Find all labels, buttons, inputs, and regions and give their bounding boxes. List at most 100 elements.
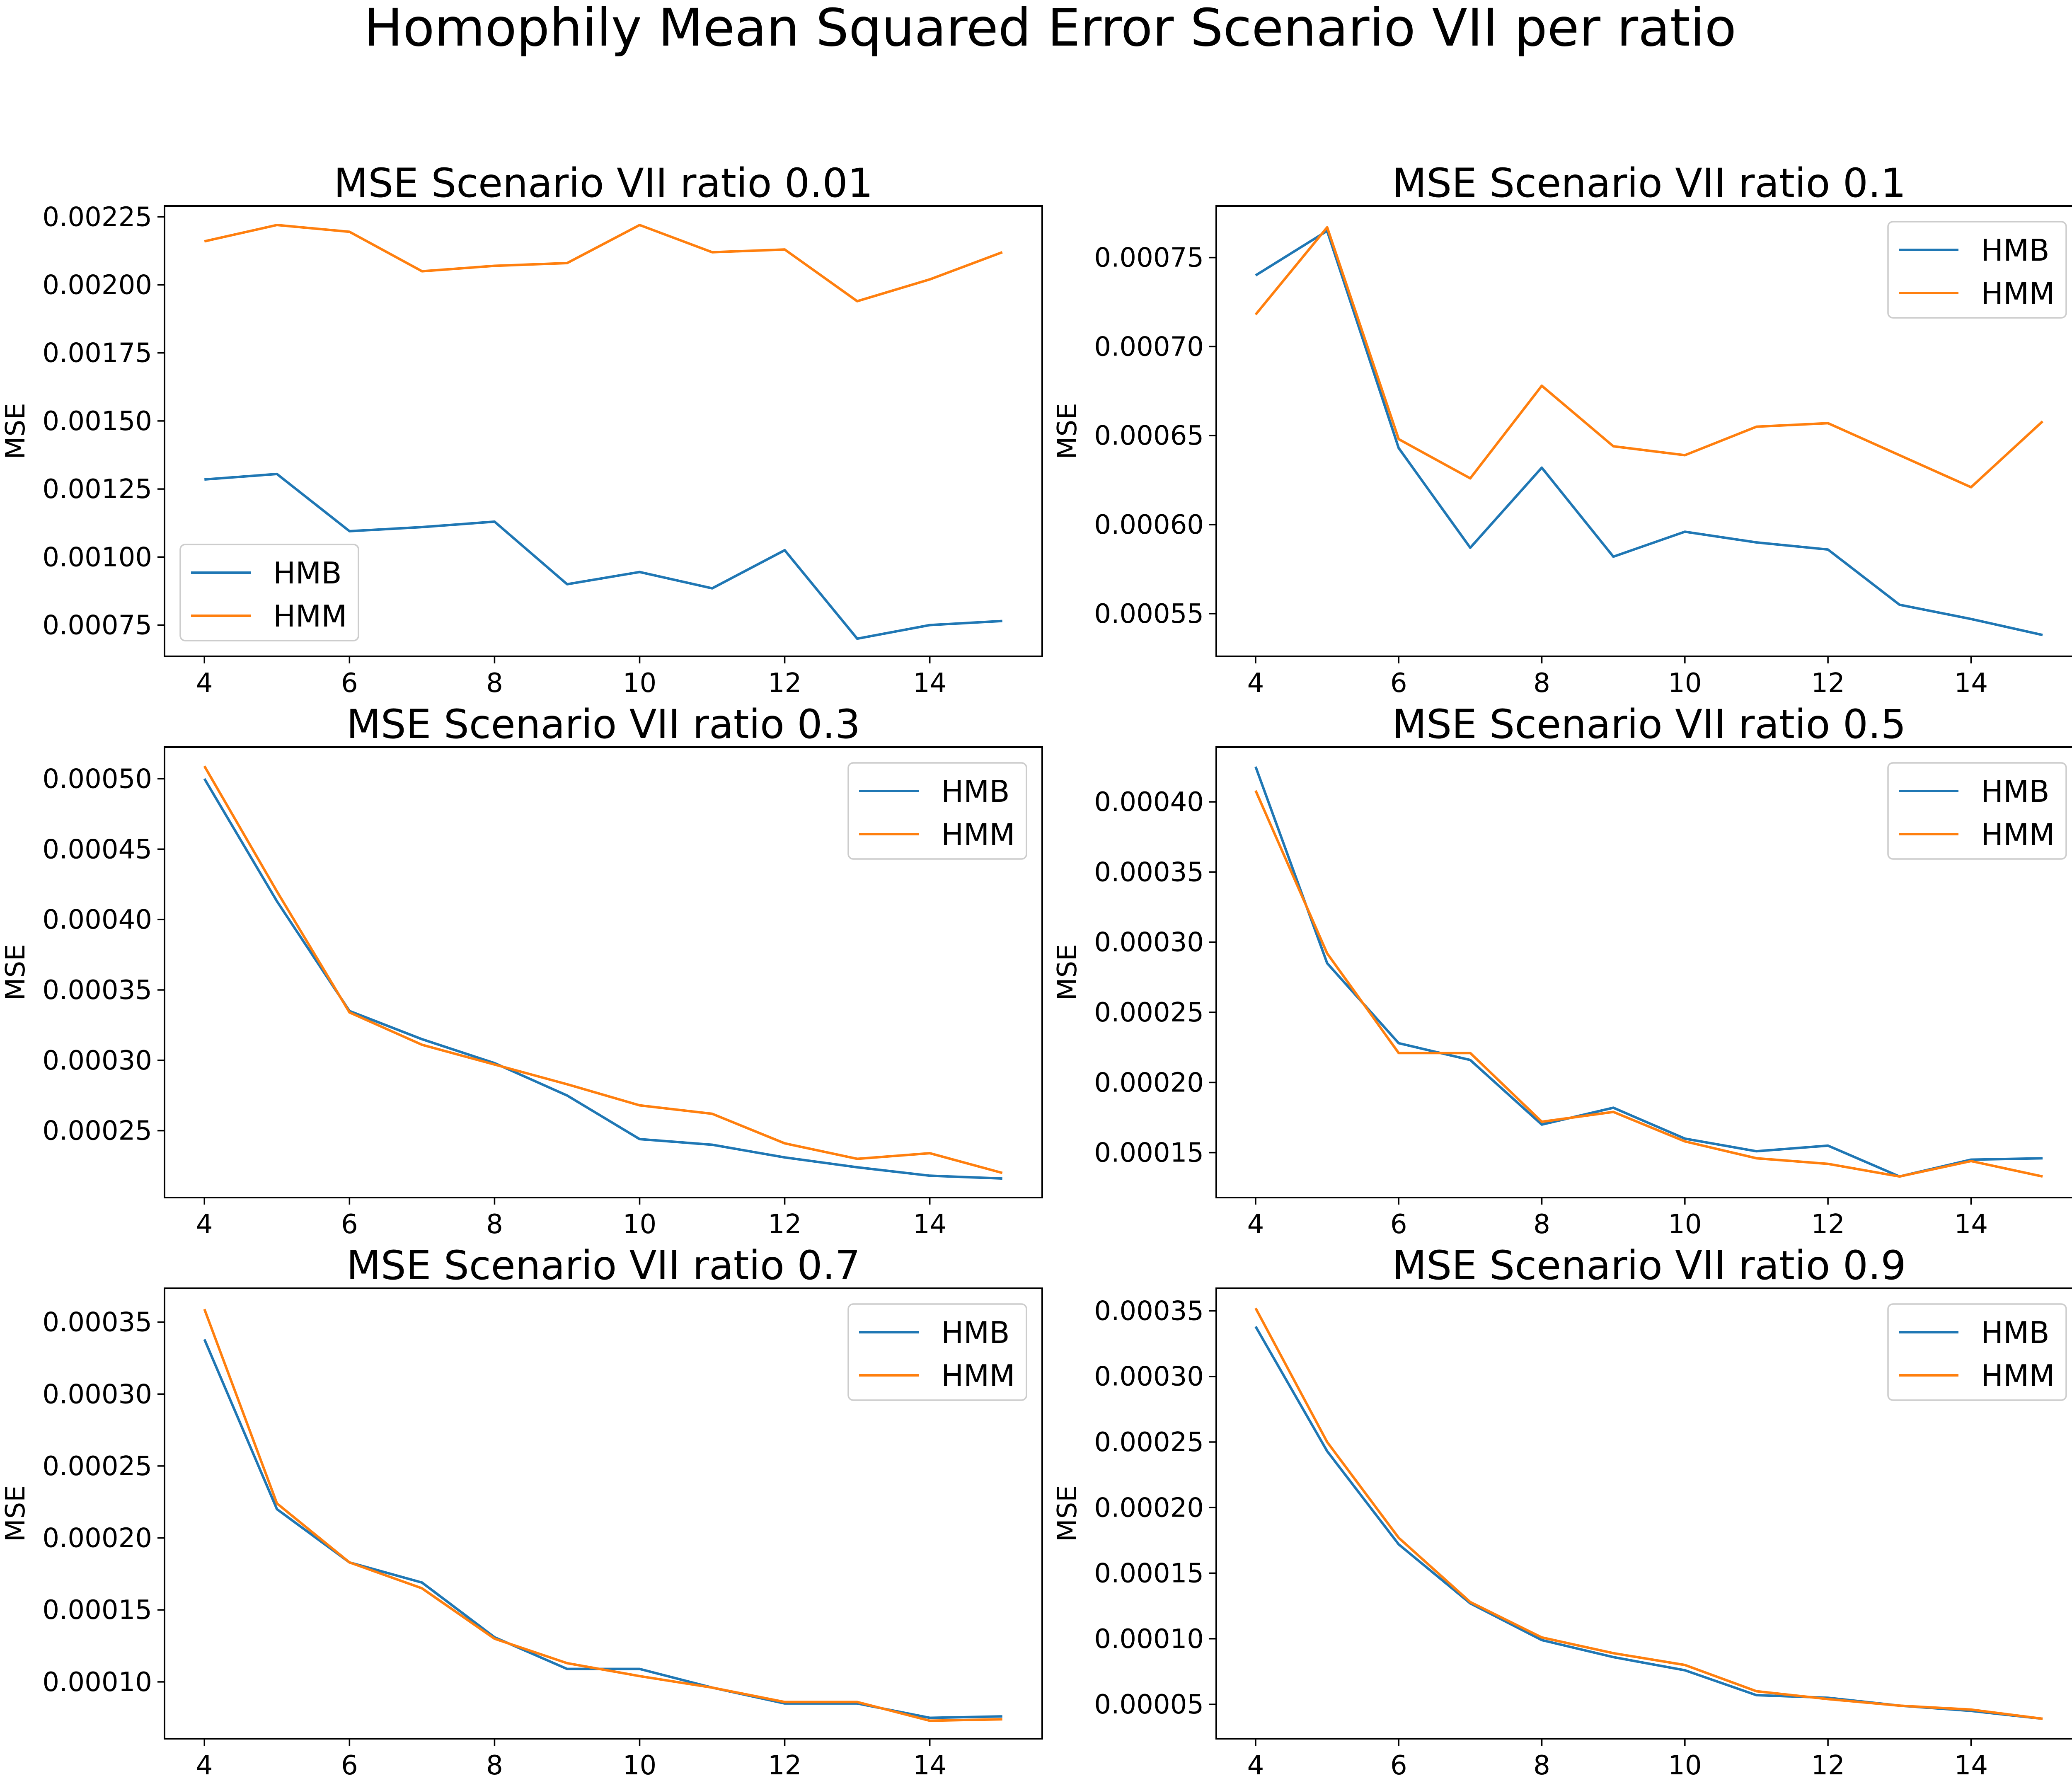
x-tick-label: 4: [1247, 1209, 1264, 1240]
x-tick-label: 4: [1247, 1750, 1264, 1776]
x-tick-label: 6: [341, 1209, 358, 1240]
y-tick-label: 0.00020: [1094, 1493, 1204, 1523]
plot-frame: [1215, 205, 2072, 657]
y-tick-label: 0.00030: [1094, 1362, 1204, 1392]
y-tick-label: 0.00025: [1094, 997, 1204, 1028]
y-tick-label: 0.00040: [42, 905, 152, 935]
subplot-5: MSE Scenario VII ratio 0.7 MSE 4 6 8 10 12 14 0.…: [0, 1242, 1043, 1776]
subplot-3: MSE Scenario VII ratio 0.3 MSE 4 6 8 10 12 14 0.…: [0, 701, 1043, 1240]
legend-label-hmm: HMM: [273, 599, 347, 634]
legend-label-hmb: HMB: [273, 556, 342, 590]
y-axis-label: MSE: [0, 403, 31, 459]
subplot-6: MSE Scenario VII ratio 0.9 MSE 4 6 8 10 12 14 0.…: [1052, 1242, 2072, 1776]
y-axis-label: MSE: [1052, 403, 1083, 459]
y-axis-label: MSE: [1052, 1485, 1083, 1541]
y-tick-label: 0.00100: [42, 542, 152, 573]
x-tick-label: 12: [768, 668, 801, 699]
x-tick-label: 10: [623, 668, 656, 699]
subplot-title: MSE Scenario VII ratio 0.9: [1392, 1242, 1906, 1289]
y-tick-label: 0.00010: [42, 1667, 152, 1698]
x-tick-label: 12: [1811, 1209, 1844, 1240]
x-tick-label: 10: [623, 1209, 656, 1240]
legend-label-hmm: HMM: [1981, 817, 2055, 852]
x-tick-label: 4: [196, 668, 213, 699]
y-axis-label: MSE: [0, 944, 31, 1000]
plot-frame: [164, 205, 1043, 657]
legend: HMB HMM: [1887, 1303, 2067, 1401]
x-tick-label: 12: [1811, 1750, 1844, 1776]
x-tick-label: 8: [1533, 1209, 1550, 1240]
series-line-hmm: [1254, 1307, 2043, 1720]
y-axis-label: MSE: [0, 1485, 31, 1541]
y-tick-label: 0.00075: [42, 610, 152, 641]
x-tick-label: 14: [913, 1750, 946, 1776]
x-tick-label: 10: [1668, 668, 1702, 699]
subplot-4: MSE Scenario VII ratio 0.5 MSE 4 6 8 10 12 14 0.…: [1052, 701, 2072, 1240]
y-tick-label: 0.00025: [1094, 1427, 1204, 1458]
y-tick-label: 0.00025: [42, 1451, 152, 1482]
legend-label-hmm: HMM: [941, 1358, 1015, 1393]
y-tick-label: 0.00040: [1094, 787, 1204, 818]
subplot-2: MSE Scenario VII ratio 0.1 MSE 4 6 8 10 12 14 0.…: [1052, 160, 2072, 699]
y-tick-label: 0.00150: [42, 406, 152, 437]
legend: HMB HMM: [179, 544, 359, 641]
y-tick-label: 0.00010: [1094, 1624, 1204, 1655]
legend-label-hmm: HMM: [941, 817, 1015, 852]
y-tick-label: 0.00035: [1094, 1296, 1204, 1326]
plot-frame: [1215, 1287, 2072, 1740]
legend: HMB HMM: [847, 1303, 1027, 1401]
figure-title: Homophily Mean Squared Error Scenario VI…: [364, 0, 1736, 58]
y-tick-label: 0.00020: [1094, 1067, 1204, 1098]
y-tick-label: 0.00060: [1094, 510, 1204, 540]
subplot-title: MSE Scenario VII ratio 0.5: [1392, 701, 1906, 748]
y-tick-label: 0.00065: [1094, 421, 1204, 451]
y-tick-label: 0.00030: [42, 1379, 152, 1410]
x-tick-label: 4: [196, 1209, 213, 1240]
x-tick-label: 12: [768, 1209, 801, 1240]
series-line-hmm: [203, 765, 1003, 1174]
y-tick-label: 0.00035: [42, 975, 152, 1006]
x-tick-label: 4: [196, 1750, 213, 1776]
legend-label-hmb: HMB: [1981, 233, 2050, 268]
legend-label-hmm: HMM: [1981, 276, 2055, 311]
x-tick-label: 10: [1668, 1750, 1702, 1776]
x-tick-label: 14: [1954, 1750, 1988, 1776]
x-tick-label: 10: [623, 1750, 656, 1776]
series-line-hmm: [204, 224, 1003, 302]
y-tick-label: 0.00020: [42, 1523, 152, 1554]
x-tick-label: 12: [768, 1750, 801, 1776]
subplot-1: MSE Scenario VII ratio 0.01 MSE 4 6 8 10 12 14 0…: [0, 160, 1043, 699]
legend: HMB HMM: [1887, 762, 2067, 860]
y-tick-label: 0.00030: [1094, 927, 1204, 958]
x-tick-label: 6: [1390, 668, 1407, 699]
subplot-title: MSE Scenario VII ratio 0.3: [346, 701, 860, 748]
x-tick-label: 10: [1668, 1209, 1702, 1240]
x-tick-label: 14: [1954, 668, 1988, 699]
x-tick-label: 12: [1811, 668, 1844, 699]
y-tick-label: 0.00015: [42, 1595, 152, 1626]
x-tick-label: 8: [486, 668, 503, 699]
subplot-title: MSE Scenario VII ratio 0.7: [346, 1242, 860, 1289]
y-tick-label: 0.00125: [42, 474, 152, 505]
series-line-hmb: [204, 472, 1002, 640]
x-tick-label: 8: [1533, 1750, 1550, 1776]
plot-frame: [1215, 746, 2072, 1198]
y-tick-label: 0.00005: [1094, 1689, 1204, 1720]
y-tick-label: 0.00055: [1094, 599, 1204, 629]
x-tick-label: 6: [341, 668, 358, 699]
x-tick-label: 4: [1247, 668, 1264, 699]
y-tick-label: 0.00175: [42, 338, 152, 369]
subplot-grid: MSE Scenario VII ratio 0.01 MSE 4 6 8 10 12 14 0…: [0, 160, 2072, 1776]
y-tick-label: 0.00050: [42, 764, 152, 794]
plot-frame: [164, 746, 1043, 1198]
y-tick-label: 0.00200: [42, 270, 152, 300]
legend: HMB HMM: [1887, 221, 2067, 319]
x-tick-label: 6: [341, 1750, 358, 1776]
x-tick-label: 8: [486, 1750, 503, 1776]
legend-label-hmb: HMB: [941, 1315, 1010, 1350]
y-tick-label: 0.00075: [1094, 243, 1204, 273]
y-tick-label: 0.00030: [42, 1045, 152, 1076]
x-tick-label: 14: [913, 668, 946, 699]
series-line-hmm: [1254, 226, 2044, 489]
